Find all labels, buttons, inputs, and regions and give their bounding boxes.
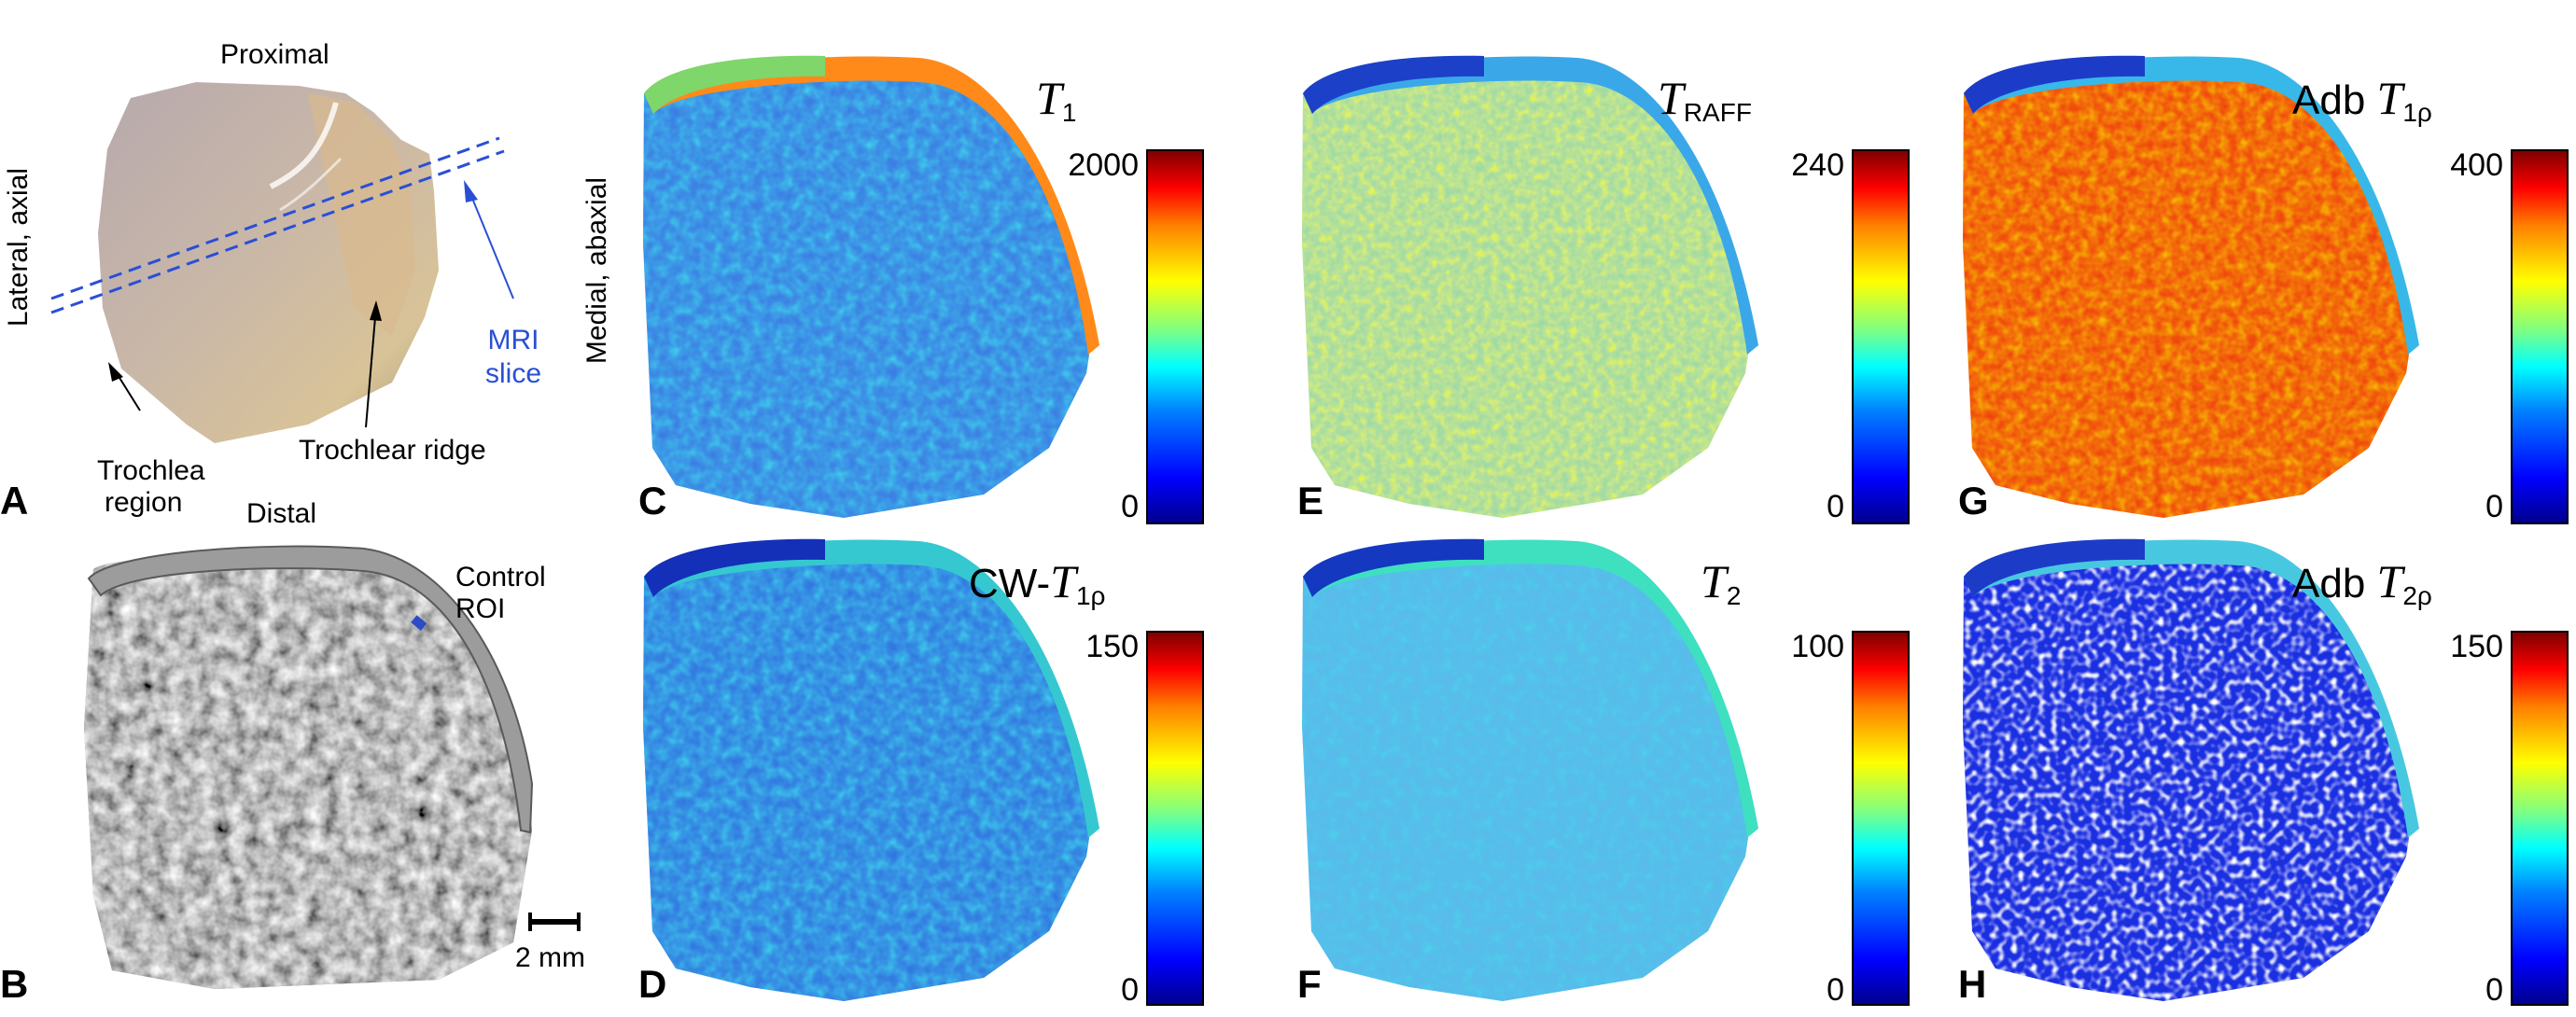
map-d (643, 538, 1099, 1002)
scale-bar-label: 2 mm (515, 942, 585, 973)
map-title-g: Adb T1ρ (2292, 72, 2432, 127)
map-title-d: CW-T1ρ (969, 555, 1106, 610)
map-title-h: Adb T2ρ (2292, 555, 2432, 610)
map-title-e: TRAFF (1658, 72, 1752, 127)
map-h (1963, 538, 2419, 1002)
colorbar-c-min: 0 (1121, 489, 1139, 524)
scale-bar-cap-right (577, 913, 581, 931)
colorbar-e-max: 240 (1791, 147, 1844, 183)
control-roi-label-line2: ROI (455, 593, 506, 624)
map-g (1963, 55, 2419, 519)
trochlea-label-line2: region (105, 487, 183, 518)
panel-letter-a: A (0, 479, 29, 522)
scale-bar (528, 919, 581, 925)
colorbar-d-min: 0 (1121, 972, 1139, 1008)
colorbar-g-min: 0 (2485, 489, 2503, 524)
panel-letter-h: H (1958, 962, 1987, 1006)
colorbar-h-max: 150 (2450, 629, 2503, 664)
mri-label-line2: slice (484, 358, 541, 389)
colorbar-d (1146, 631, 1204, 1006)
mri-slice-lines (50, 136, 514, 314)
control-roi-marker (411, 615, 427, 631)
colorbar-c-max: 2000 (1068, 147, 1139, 183)
colorbar-f-min: 0 (1827, 972, 1844, 1008)
map-title-c: T1 (1036, 72, 1077, 127)
trochlear-ridge-label: Trochlear ridge (299, 435, 486, 466)
panel-letter-b: B (0, 962, 29, 1006)
colorbar-c (1146, 149, 1204, 524)
colorbar-f (1852, 631, 1910, 1006)
colorbar-h (2511, 631, 2569, 1006)
map-title-f: T2 (1701, 555, 1742, 610)
trochlea-label-line1: Trochlea (97, 455, 205, 486)
colorbar-e-min: 0 (1827, 489, 1844, 524)
colorbar-h-min: 0 (2485, 972, 2503, 1008)
colorbar-g (2511, 149, 2569, 524)
annotation-arrows (108, 300, 382, 428)
medial-abaxial-label: Medial, abaxial (581, 176, 612, 365)
panel-letter-e: E (1297, 479, 1324, 522)
panel-letter-c: C (638, 479, 667, 522)
colorbar-e (1852, 149, 1910, 524)
map-f (1302, 538, 1758, 1002)
colorbar-d-max: 150 (1085, 629, 1139, 664)
panel-letter-f: F (1297, 962, 1322, 1006)
colorbar-g-max: 400 (2450, 147, 2503, 183)
panel-letter-d: D (638, 962, 667, 1006)
scale-bar-cap-left (528, 913, 532, 931)
proximal-label: Proximal (220, 39, 329, 70)
panel-letter-g: G (1958, 479, 1989, 522)
distal-label: Distal (246, 498, 317, 529)
colorbar-f-max: 100 (1791, 629, 1844, 664)
microct-image (84, 545, 534, 989)
map-c (643, 55, 1099, 519)
map-e (1302, 55, 1758, 519)
mri-label-line1: MRI (487, 325, 539, 355)
control-roi-label-line1: Control (455, 562, 546, 592)
specimen-photo (98, 82, 439, 443)
